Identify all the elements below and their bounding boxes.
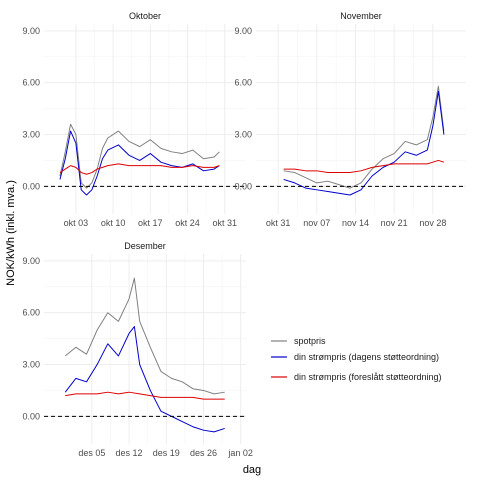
y-tick-label: 9.00 [22,26,40,36]
facet-panel: Oktober 0.00 3.00 6.00 9.00 okt 03 okt 10 okt 1… [22,11,246,228]
y-axis-title: NOK/kWh (inkl. mva.) [5,180,17,286]
x-tick-label: nov 07 [303,218,330,228]
y-tick-label: 6.00 [234,78,252,88]
legend-label: spotpris [294,336,326,346]
facet-panel: Desember 0.00 3.00 6.00 9.00 des 05 des 12 des … [22,241,252,458]
x-tick-label: nov 14 [342,218,369,228]
y-tick-label: 3.00 [22,130,40,140]
y-tick-label: 9.00 [234,26,252,36]
x-tick-label: des 05 [78,448,105,458]
x-tick-label: des 26 [190,448,217,458]
x-tick-label: des 19 [153,448,180,458]
y-tick-label: 0.00 [234,181,252,191]
y-tick-label: 6.00 [22,308,40,318]
y-tick-label: 0.00 [22,411,40,421]
x-tick-label: okt 03 [64,218,89,228]
series-line-din-strompris-foreslatt [65,392,224,399]
x-tick-label: okt 24 [175,218,200,228]
x-tick-label: okt 17 [138,218,163,228]
x-tick-label: nov 28 [419,218,446,228]
series-line-spotpris [60,124,219,188]
y-tick-label: 0.00 [22,181,40,191]
y-tick-label: 9.00 [22,256,40,266]
legend-label: din strømpris (foreslått støtteordning) [294,372,442,382]
legend-label: din strømpris (dagens støtteordning) [294,352,439,362]
series-line-spotpris [284,86,444,188]
series-line-din-strompris-foreslatt [284,160,444,172]
panel-title: Desember [124,241,166,251]
y-tick-label: 3.00 [234,130,252,140]
x-tick-label: okt 31 [266,218,291,228]
facet-panel: November 0.00 3.00 6.00 9.00 okt 31 nov 07 nov … [234,11,466,228]
panel-title: Oktober [129,11,161,21]
legend: spotpris din strømpris (dagens støtteordn… [271,336,442,382]
x-tick-label: okt 31 [212,218,237,228]
y-tick-label: 3.00 [22,360,40,370]
x-tick-label: okt 10 [101,218,126,228]
x-tick-label: des 12 [116,448,143,458]
facet-panels: Oktober 0.00 3.00 6.00 9.00 okt 03 okt 10 okt 1… [22,11,466,458]
x-tick-label: jan 02 [227,448,253,458]
x-axis-title: dag [243,464,261,476]
x-tick-label: nov 21 [381,218,408,228]
y-tick-label: 6.00 [22,78,40,88]
panel-title: November [340,11,382,21]
